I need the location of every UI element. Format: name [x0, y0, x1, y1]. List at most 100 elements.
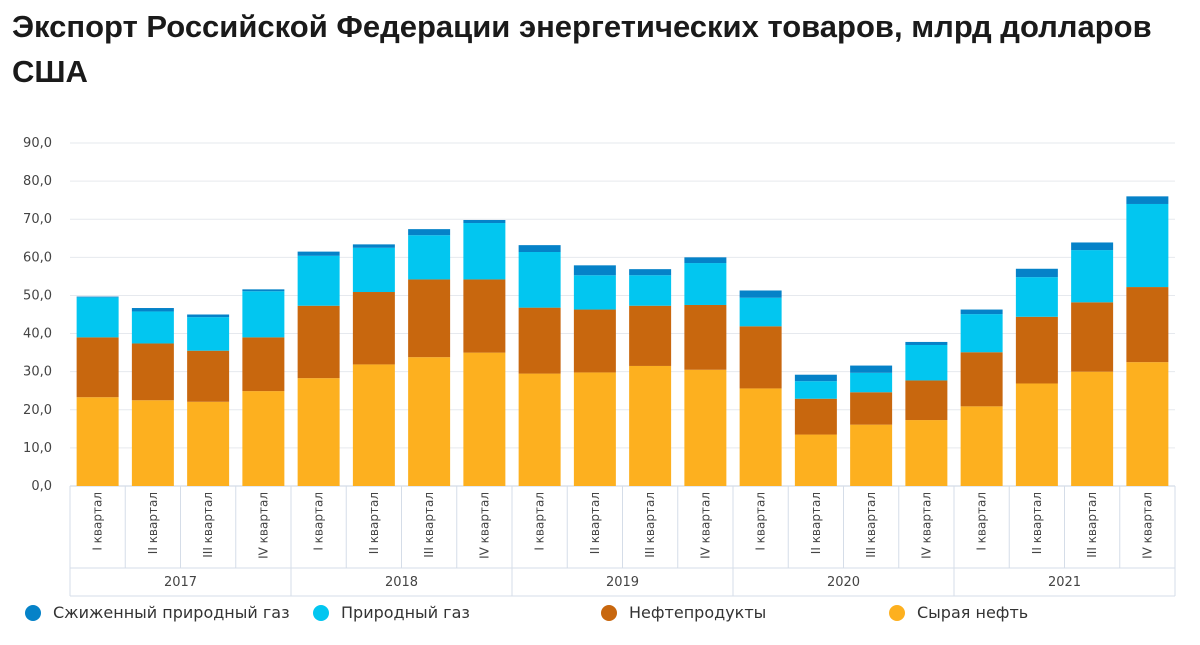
bar-segment [518, 373, 561, 486]
category-label: III квартал [422, 492, 436, 558]
bar-segment [573, 275, 616, 310]
bar-segment [1126, 203, 1169, 288]
category-label: I квартал [312, 492, 326, 551]
legend-item[interactable]: Сырая нефть [889, 603, 1028, 622]
bar-segment [1071, 242, 1114, 251]
bar-segment [905, 380, 948, 421]
bar-segment [739, 297, 782, 327]
stacked-bar-chart: 0,0 10,0 20,0 30,0 40,0 50,0 60,0 70,0 80,0 90,0 I… [23, 136, 1176, 597]
bar-segment [242, 289, 285, 292]
bar-segment [850, 365, 893, 373]
bar-segment [905, 341, 948, 345]
bar-segment [408, 357, 451, 486]
category-label: III квартал [201, 492, 215, 558]
bar-segment [1126, 362, 1169, 486]
category-label: II квартал [1030, 492, 1044, 554]
bar-segment [850, 424, 893, 486]
bar-segment [242, 337, 285, 392]
category-label: III квартал [1085, 492, 1099, 558]
bar-segment [352, 292, 395, 365]
category-label: IV квартал [919, 492, 933, 559]
bar-segment [76, 297, 119, 338]
legend-dot-icon [25, 604, 41, 621]
bar-segment [739, 388, 782, 486]
bar-segment [352, 244, 395, 248]
bar-segment [187, 350, 230, 402]
bar-segment [297, 305, 340, 379]
bar-segment [739, 290, 782, 298]
bar-segment [187, 314, 230, 318]
bar-segment [573, 372, 616, 486]
bar-segment [684, 304, 727, 370]
year-label: 2017 [164, 575, 197, 590]
bar-segment [1071, 250, 1114, 303]
bar-segment [463, 223, 506, 280]
bar-segment [76, 337, 119, 398]
bar-segment [629, 365, 672, 486]
category-label: IV квартал [1140, 492, 1154, 559]
legend-dot-icon [313, 604, 329, 621]
bar-segment [187, 317, 230, 351]
bar-segment [1126, 196, 1169, 204]
bar-segment [408, 279, 451, 358]
category-label: I квартал [533, 492, 547, 551]
bar-segment [463, 219, 506, 224]
year-label: 2020 [827, 575, 860, 590]
year-label: 2018 [385, 575, 418, 590]
bar-segment [76, 397, 119, 486]
bar-segment [352, 247, 395, 293]
bar-segment [629, 275, 672, 306]
category-label: II квартал [146, 492, 160, 554]
bar-segment [850, 392, 893, 425]
category-label: IV квартал [477, 492, 491, 559]
bar-segment [463, 279, 506, 353]
bar-segment [1071, 302, 1114, 372]
bar-segment [408, 235, 451, 280]
category-label: I квартал [91, 492, 105, 551]
bar-segment [850, 372, 893, 393]
category-label: IV квартал [256, 492, 270, 559]
bar-segment [1071, 371, 1114, 486]
legend-label: Нефтепродукты [629, 603, 767, 622]
bar-segment [905, 344, 948, 381]
legend-item[interactable]: Сжиженный природный газ [25, 603, 290, 622]
bar-segment [518, 307, 561, 374]
legend-label: Сырая нефть [917, 603, 1029, 622]
y-tick-label: 60,0 [23, 250, 52, 265]
bar-segment [463, 352, 506, 486]
bar-segment [960, 314, 1003, 353]
legend: Сжиженный природный газ Природный газ Нефт… [0, 603, 1200, 627]
category-label: III квартал [864, 492, 878, 558]
y-tick-label: 40,0 [23, 327, 52, 342]
bar-segment [187, 401, 230, 486]
chart-title: Экспорт Российской Федерации энергетичес… [12, 9, 1152, 89]
legend-item[interactable]: Нефтепродукты [601, 603, 766, 622]
bar-segment [131, 400, 174, 486]
bar-segment [242, 391, 285, 486]
y-tick-label: 30,0 [23, 365, 52, 380]
bar-segment [131, 343, 174, 401]
legend-dot-icon [601, 604, 617, 621]
category-label: IV квартал [698, 492, 712, 559]
bar-segment [684, 257, 727, 264]
y-tick-label: 90,0 [23, 136, 52, 151]
bar-segment [1126, 287, 1169, 363]
bar-segment [352, 364, 395, 486]
legend-label: Сжиженный природный газ [53, 603, 290, 622]
bar-segment [684, 369, 727, 486]
bar-segment [297, 255, 340, 306]
year-label: 2021 [1048, 575, 1081, 590]
bar-segment [76, 296, 119, 298]
bar-segment [518, 245, 561, 252]
category-label: II квартал [367, 492, 381, 554]
legend-item[interactable]: Природный газ [313, 603, 470, 622]
bar-segment [1015, 268, 1058, 278]
y-tick-label: 20,0 [23, 403, 52, 418]
legend-dot-icon [889, 604, 905, 621]
bar-segment [408, 229, 451, 236]
y-tick-label: 70,0 [23, 212, 52, 227]
bar-segment [1015, 316, 1058, 384]
bar-segment [518, 251, 561, 308]
category-label: I квартал [975, 492, 989, 551]
bar-segment [629, 269, 672, 276]
